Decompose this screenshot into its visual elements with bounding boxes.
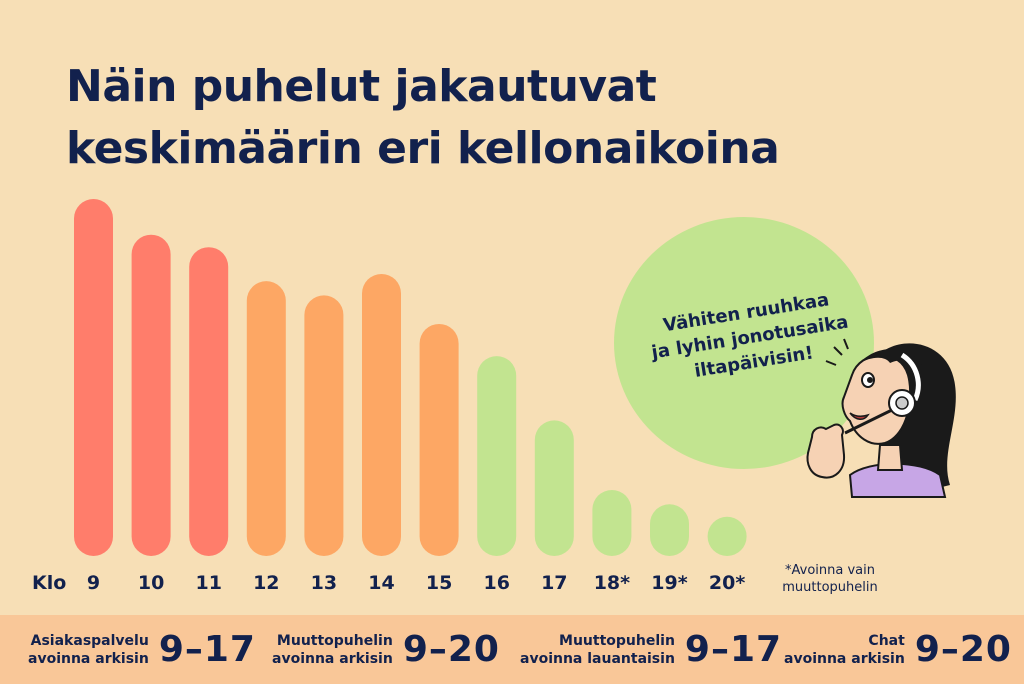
page-title: Näin puhelut jakautuvat keskimäärin eri …	[66, 56, 780, 180]
x-tick-label: 9	[87, 572, 100, 594]
x-tick-label: 12	[253, 572, 279, 594]
hours-value: 9–20	[914, 629, 1012, 670]
hours-value: 9–17	[684, 629, 783, 670]
opening-hours-footer: Asiakaspalvelu avoinna arkisin 9–17 Muut…	[0, 615, 1024, 684]
x-tick-label: 11	[195, 572, 221, 594]
x-tick-label: 15	[426, 572, 452, 594]
footnote-line-2: muuttopuhelin	[782, 580, 878, 595]
x-tick-label: 16	[483, 572, 509, 594]
x-tick-label: 10	[138, 572, 164, 594]
hours-label: Chat avoinna arkisin	[784, 632, 905, 668]
bar-hour-19	[650, 504, 689, 556]
hours-label: Asiakaspalvelu avoinna arkisin	[28, 632, 149, 668]
hours-label: Muuttopuhelin avoinna arkisin	[272, 632, 393, 668]
hours-moving-line-weekdays: Muuttopuhelin avoinna arkisin 9–20	[272, 615, 500, 684]
bar-hour-10	[131, 234, 171, 556]
bar-hour-17	[534, 420, 574, 556]
x-tick-label: 14	[368, 572, 394, 594]
x-tick-label: 13	[311, 572, 337, 594]
customer-service-person-illustration	[806, 338, 956, 498]
title-line-1: Näin puhelut jakautuvat	[66, 61, 657, 112]
hours-label-line-2: avoinna arkisin	[272, 650, 393, 667]
x-axis-prefix-label: Klo	[32, 572, 66, 594]
bar-hour-20	[707, 516, 747, 556]
hours-label-line-2: avoinna arkisin	[28, 650, 149, 667]
x-tick-label: 17	[541, 572, 567, 594]
hours-value: 9–20	[402, 629, 500, 670]
bar-hour-18	[592, 489, 632, 556]
hours-label-line-2: avoinna arkisin	[784, 650, 905, 667]
hours-moving-line-saturdays: Muuttopuhelin avoinna lauantaisin 9–17	[520, 615, 782, 684]
bar-hour-12	[246, 281, 286, 556]
chart-footnote: *Avoinna vain muuttopuhelin	[770, 562, 890, 596]
hours-label-line-2: avoinna lauantaisin	[520, 650, 675, 667]
bar-hour-11	[189, 247, 229, 556]
x-tick-label: 19*	[651, 572, 687, 594]
bar-hour-14	[362, 273, 401, 556]
bar-hour-9	[74, 199, 113, 556]
hours-label-line-1: Chat	[868, 632, 905, 649]
hours-label-line-1: Asiakaspalvelu	[30, 632, 149, 649]
bar-hour-15	[419, 323, 459, 556]
hours-value: 9–17	[158, 629, 256, 670]
x-tick-label: 18*	[594, 572, 630, 594]
hours-chat: Chat avoinna arkisin 9–20	[784, 615, 1012, 684]
hours-label-line-1: Muuttopuhelin	[276, 632, 393, 649]
bar-hour-16	[477, 356, 517, 556]
x-tick-label: 20*	[709, 572, 745, 594]
hours-customer-service: Asiakaspalvelu avoinna arkisin 9–17	[28, 615, 256, 684]
title-line-2: keskimäärin eri kellonaikoina	[66, 123, 780, 174]
footnote-line-1: *Avoinna vain	[785, 563, 875, 578]
hours-label-line-1: Muuttopuhelin	[559, 632, 675, 649]
hours-label: Muuttopuhelin avoinna lauantaisin	[520, 632, 675, 668]
bar-hour-13	[304, 295, 344, 556]
